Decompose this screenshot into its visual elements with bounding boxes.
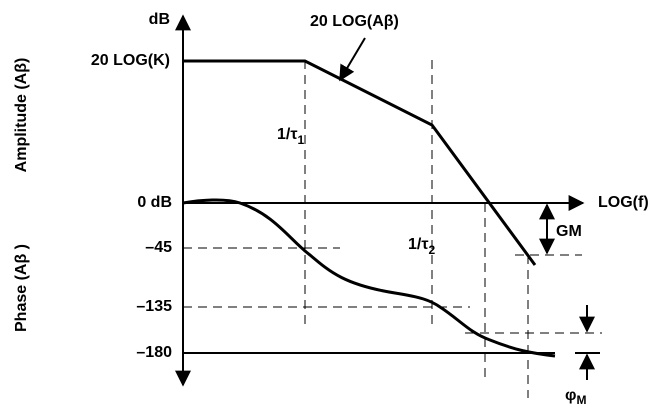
pm-label: φM — [565, 387, 586, 407]
gm-label: GM — [556, 223, 582, 240]
phase-tick: –135 — [136, 298, 172, 315]
curve-label: 20 LOG(Aβ) — [310, 13, 399, 30]
y-unit: dB — [149, 11, 170, 28]
pole-label: 1/τ1 — [277, 126, 304, 147]
amplitude-curve — [183, 59, 537, 266]
amplitude-side-label: Amplitude (Aβ) — [13, 58, 30, 173]
label-arrow — [339, 37, 366, 82]
guides — [183, 60, 602, 398]
k-label: 20 LOG(K) — [91, 52, 170, 69]
x-label: LOG(f) — [598, 194, 649, 211]
pole-label: 1/τ2 — [408, 236, 435, 257]
phase-side-label: Phase (Aβ ) — [13, 244, 30, 332]
phase-tick: –45 — [145, 239, 172, 256]
phase-tick: –180 — [136, 344, 172, 361]
zero-label: 0 dB — [137, 194, 172, 211]
phase-curve — [182, 198, 556, 358]
